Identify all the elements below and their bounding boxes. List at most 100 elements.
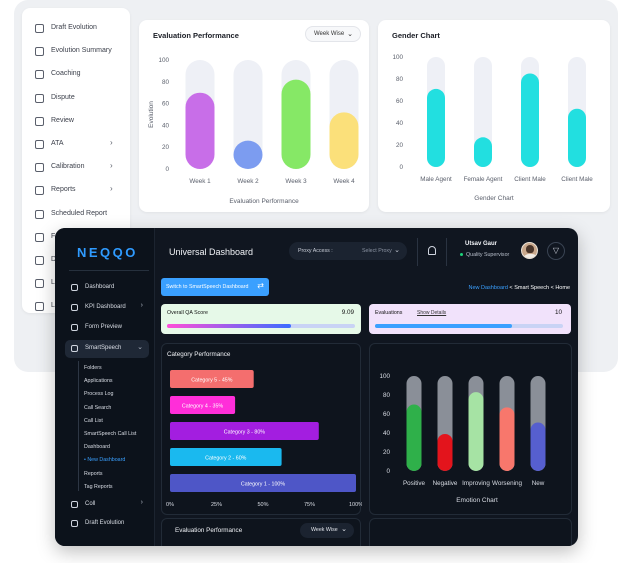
submenu-item[interactable]: Applications: [84, 378, 113, 385]
light-sidebar: Draft Evolution Evolution Summary Coaching…: [22, 8, 130, 313]
category-bar-label: Category 5 - 45%: [191, 378, 233, 384]
y-tick-label: 0: [386, 468, 390, 475]
y-tick-label: 20: [162, 144, 170, 151]
evaluations-card: Evaluations Show Details 10: [369, 304, 571, 334]
bar: [406, 404, 422, 471]
nav-item[interactable]: KPI Dashboard ›: [65, 299, 149, 317]
category-performance-chart: Category 5 - 45% Category 4 - 35% Category…: [166, 370, 362, 508]
submenu-item[interactable]: Call Search: [84, 404, 112, 411]
x-tick-label: Positive: [403, 480, 426, 487]
sidebar-item-label: Dispute: [51, 93, 75, 101]
sidebar-item[interactable]: Coaching: [22, 66, 130, 86]
coaching-icon: [35, 70, 44, 80]
bar: [468, 392, 484, 471]
bar: [474, 137, 492, 167]
gender-chart: 0 20 40 60 80 100 Male Agent Female Agent Client…: [392, 54, 593, 202]
sidebar-item[interactable]: Dispute: [22, 90, 130, 110]
sidebar-item[interactable]: Draft Evolution: [22, 20, 130, 40]
sidebar-item[interactable]: Scheduled Report: [22, 206, 130, 226]
breadcrumb-new-dashboard[interactable]: New Dashboard: [468, 285, 508, 291]
y-tick-label: 80: [396, 76, 404, 83]
sidebar-item-label: Scheduled Report: [51, 209, 108, 217]
dark-week-wise-select[interactable]: Week Wise ⌄: [300, 523, 354, 538]
show-details-link[interactable]: Show Details: [417, 310, 447, 316]
sidebar-item[interactable]: Calibration ›: [22, 159, 130, 179]
category-bar-label: Category 3 - 80%: [224, 430, 266, 436]
x-tick-label: 0%: [166, 502, 174, 508]
empty-card: [369, 518, 572, 546]
bar: [185, 92, 215, 169]
x-tick-label: 100%: [349, 502, 362, 508]
submenu-item[interactable]: Reports: [84, 470, 103, 477]
chevron-down-icon: ⌄: [137, 344, 143, 351]
week-wise-select[interactable]: Week Wise ⌄: [305, 26, 361, 42]
nav-item-label: Draft Evolution: [85, 520, 125, 526]
x-axis-label: Emotion Chart: [456, 497, 498, 504]
nav-item[interactable]: Form Preview: [65, 319, 149, 337]
x-tick-label: Negative: [433, 480, 458, 487]
y-tick-label: 60: [396, 98, 404, 105]
sidebar-item-label: Evolution Summary: [51, 47, 112, 55]
x-axis-label: Gender Chart: [474, 195, 514, 202]
x-tick-label: Worsening: [492, 480, 522, 487]
nav-item[interactable]: Coll ›: [65, 496, 149, 514]
breadcrumb: New Dashboard < Smart Speech < Home: [468, 285, 570, 291]
avatar[interactable]: [521, 242, 538, 259]
sidebar-item-label: L: [51, 302, 55, 310]
proxy-access-select[interactable]: Proxy Access : Select Proxy ⌄: [289, 242, 407, 260]
chevron-right-icon: ›: [110, 161, 113, 171]
evaluations-title: Evaluations: [375, 310, 403, 316]
y-tick-label: 60: [162, 101, 170, 108]
calendar-icon: [35, 209, 44, 219]
avatar-body: [523, 254, 537, 258]
gender-chart-card: Gender Chart 0 20 40 60 80 100 Male Agent Femal…: [378, 20, 610, 212]
evaluation-performance-chart: 0 20 40 60 80 100 Week 1 Week 2 Week 3 Week 4 Eval…: [148, 57, 359, 205]
download-icon: [35, 256, 44, 265]
sidebar-item[interactable]: L: [22, 298, 130, 313]
sidebar-item[interactable]: Reports ›: [22, 182, 130, 202]
category-bar-label: Category 2 - 60%: [205, 456, 247, 462]
sidebar-item[interactable]: L: [22, 275, 130, 295]
submenu-item[interactable]: Dashboard: [84, 444, 110, 451]
sidebar-item[interactable]: Review: [22, 113, 130, 133]
bell-icon[interactable]: [428, 246, 436, 255]
submenu-item[interactable]: • New Dashboard: [84, 457, 126, 464]
chevron-right-icon: ›: [140, 499, 143, 506]
nav-item[interactable]: SmartSpeech ⌄: [65, 340, 149, 358]
nav-item-label: Coll: [85, 501, 96, 507]
submenu-item[interactable]: SmartSpeech Call List: [84, 431, 137, 437]
form-preview-icon: [71, 324, 78, 331]
sidebar-item[interactable]: Evolution Summary: [22, 43, 130, 63]
online-status-dot: [460, 253, 463, 257]
sidebar-item[interactable]: ATA ›: [22, 136, 130, 156]
nav-item[interactable]: Draft Evolution: [65, 515, 149, 533]
sidebar-item-label: Calibration: [51, 163, 85, 171]
x-tick-label: Client Male: [514, 176, 546, 183]
bar: [521, 73, 539, 167]
proxy-access-value: Select Proxy: [362, 248, 392, 254]
category-bar: [170, 370, 254, 388]
evaluation-performance-card: Evaluation Performance Week Wise ⌄ 0 20 40…: [139, 20, 369, 212]
submenu-item[interactable]: Call List: [84, 417, 103, 424]
sidebar-item[interactable]: D: [22, 252, 130, 272]
user-role-text: Quality Supervisor: [466, 252, 510, 258]
category-bar: [170, 396, 236, 414]
overall-qa-score-card: Overall QA Score 9.09: [161, 304, 361, 334]
submenu-item[interactable]: Tag Reports: [84, 483, 113, 490]
review-icon: [35, 116, 44, 126]
breadcrumb-smart-speech[interactable]: Smart Speech: [514, 285, 550, 291]
sidebar-item-label: Reports: [51, 186, 76, 194]
sidebar-item[interactable]: F: [22, 229, 130, 249]
dark-dashboard-panel: NEQQO Dashboard KPI Dashboard › Form Previe…: [55, 228, 578, 546]
x-tick-label: 25%: [211, 502, 222, 508]
y-tick-label: 100: [392, 54, 403, 61]
switch-dashboard-button[interactable]: Switch to SmartSpeech Dashboard ⇄: [161, 278, 269, 296]
sidebar-item-label: Draft Evolution: [51, 24, 97, 31]
filter-icon[interactable]: ▽: [547, 242, 565, 260]
nav-item[interactable]: Dashboard: [65, 279, 149, 297]
nav-item-label: Dashboard: [85, 284, 115, 290]
submenu-item[interactable]: Process Log: [84, 391, 114, 398]
dark-header: Universal Dashboard Proxy Access : Selec…: [155, 238, 578, 268]
submenu-item[interactable]: Folders: [84, 365, 102, 371]
breadcrumb-home[interactable]: Home: [555, 285, 570, 291]
